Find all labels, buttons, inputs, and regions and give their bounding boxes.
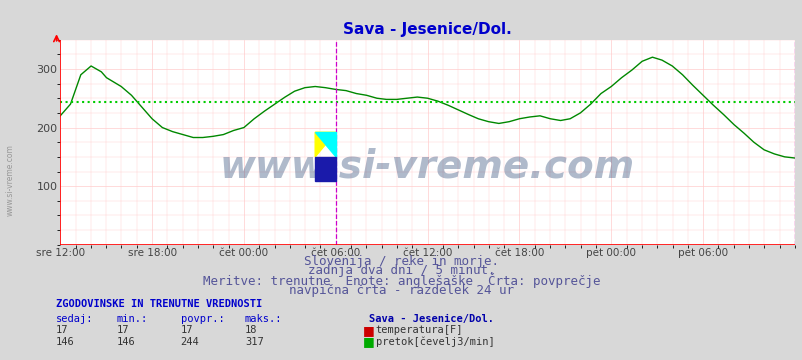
Text: ZGODOVINSKE IN TRENUTNE VREDNOSTI: ZGODOVINSKE IN TRENUTNE VREDNOSTI <box>56 299 262 309</box>
Text: 17: 17 <box>116 325 129 336</box>
Text: 17: 17 <box>180 325 193 336</box>
Title: Sava - Jesenice/Dol.: Sava - Jesenice/Dol. <box>342 22 512 37</box>
Text: 317: 317 <box>245 337 263 347</box>
Text: povpr.:: povpr.: <box>180 314 224 324</box>
Text: Sava - Jesenice/Dol.: Sava - Jesenice/Dol. <box>369 314 494 324</box>
Text: 18: 18 <box>245 325 257 336</box>
Text: 146: 146 <box>56 337 75 347</box>
Text: ■: ■ <box>363 336 375 348</box>
Text: navpična črta - razdelek 24 ur: navpična črta - razdelek 24 ur <box>289 284 513 297</box>
Polygon shape <box>315 157 335 181</box>
Text: Slovenija / reke in morje.: Slovenija / reke in morje. <box>304 255 498 267</box>
Text: maks.:: maks.: <box>245 314 282 324</box>
Text: 146: 146 <box>116 337 135 347</box>
Text: zadnja dva dni / 5 minut.: zadnja dva dni / 5 minut. <box>307 264 495 277</box>
Text: 17: 17 <box>56 325 69 336</box>
Text: ■: ■ <box>363 324 375 337</box>
Text: temperatura[F]: temperatura[F] <box>375 325 463 336</box>
Text: 244: 244 <box>180 337 199 347</box>
Text: Meritve: trenutne  Enote: anglešaške  Črta: povprečje: Meritve: trenutne Enote: anglešaške Črta… <box>202 273 600 288</box>
Polygon shape <box>315 132 335 157</box>
Text: min.:: min.: <box>116 314 148 324</box>
Text: www.si-vreme.com: www.si-vreme.com <box>220 148 634 186</box>
Text: pretok[čevelj3/min]: pretok[čevelj3/min] <box>375 337 494 347</box>
Polygon shape <box>315 132 335 157</box>
Text: sedaj:: sedaj: <box>56 314 94 324</box>
Text: www.si-vreme.com: www.si-vreme.com <box>6 144 15 216</box>
